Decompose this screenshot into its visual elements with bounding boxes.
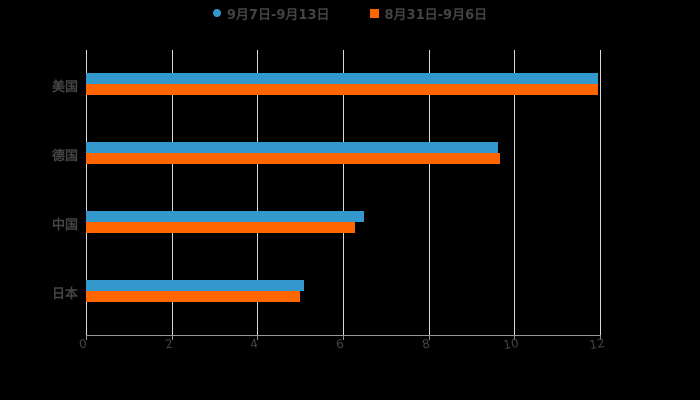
legend-label: 8月31日-9月6日 [385,4,488,23]
category-label: 日本 [30,283,78,302]
x-tick-label: 10 [495,335,527,354]
x-tick-label: 8 [410,335,442,354]
bar-1[interactable] [86,73,598,84]
legend-label: 9月7日-9月13日 [227,4,330,23]
legend-item-series-2[interactable]: 8月31日-9月6日 [370,4,488,22]
bar-2[interactable] [86,153,500,164]
x-tick-label: 4 [238,335,270,354]
chart-legend: 9月7日-9月13日 8月31日-9月6日 [0,4,700,22]
x-tick-label: 12 [581,335,613,354]
x-tick-label: 2 [153,335,185,354]
series-2-marker-icon [370,9,379,18]
x-tick-label: 0 [67,335,99,354]
category-label: 中国 [30,214,78,233]
bar-2[interactable] [86,222,355,233]
bar-2[interactable] [86,291,300,302]
bar-1[interactable] [86,142,498,153]
bar-2[interactable] [86,84,598,95]
category-label: 美国 [30,76,78,95]
grid-line [600,50,601,335]
bar-1[interactable] [86,211,364,222]
series-1-marker-icon [213,9,221,17]
x-tick-label: 6 [324,335,356,354]
bar-1[interactable] [86,280,304,291]
legend-item-series-1[interactable]: 9月7日-9月13日 [213,4,330,22]
category-label: 德国 [30,145,78,164]
